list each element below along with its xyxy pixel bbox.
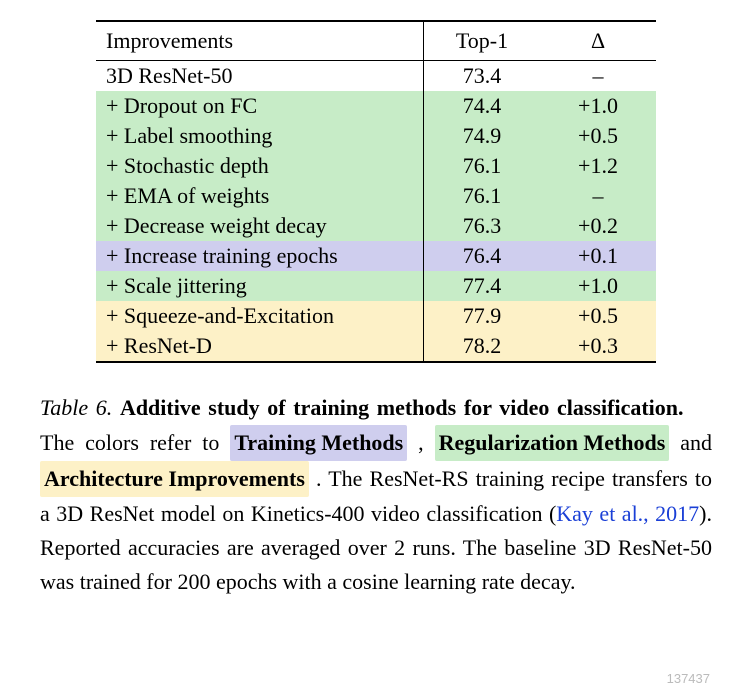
cell-delta: +1.0: [540, 271, 656, 301]
cell-delta: +0.2: [540, 211, 656, 241]
caption-legend-pre: The colors refer to: [40, 430, 219, 455]
cell-improvement: + Squeeze-and-Excitation: [96, 301, 424, 331]
col-header-delta: Δ: [540, 21, 656, 61]
caption-title: Additive study of training methods for v…: [120, 395, 684, 420]
cell-improvement: + Scale jittering: [96, 271, 424, 301]
cell-delta: +1.2: [540, 151, 656, 181]
table-row: + Label smoothing74.9+0.5: [96, 121, 656, 151]
cell-improvement: + Decrease weight decay: [96, 211, 424, 241]
cell-improvement: 3D ResNet-50: [96, 61, 424, 92]
cell-top1: 76.1: [424, 151, 541, 181]
cell-delta: –: [540, 61, 656, 92]
table-row: + Decrease weight decay76.3+0.2: [96, 211, 656, 241]
cell-improvement: + Dropout on FC: [96, 91, 424, 121]
cell-delta: +0.3: [540, 331, 656, 362]
cell-top1: 74.9: [424, 121, 541, 151]
results-table: Improvements Top-1 Δ 3D ResNet-5073.4–+ …: [96, 20, 656, 363]
cell-improvement: + ResNet-D: [96, 331, 424, 362]
caption-number: Table 6.: [40, 395, 112, 420]
table-row: + Squeeze-and-Excitation77.9+0.5: [96, 301, 656, 331]
cell-improvement: + EMA of weights: [96, 181, 424, 211]
watermark-text: 137437: [667, 671, 710, 686]
legend-and: and: [680, 430, 712, 455]
legend-training-methods: Training Methods: [230, 425, 407, 461]
table-caption: Table 6. Additive study of training meth…: [40, 391, 712, 600]
cell-top1: 74.4: [424, 91, 541, 121]
table-row: + Dropout on FC74.4+1.0: [96, 91, 656, 121]
cell-delta: +0.5: [540, 301, 656, 331]
cell-top1: 77.4: [424, 271, 541, 301]
table-row: + EMA of weights76.1–: [96, 181, 656, 211]
cell-top1: 76.1: [424, 181, 541, 211]
cell-top1: 78.2: [424, 331, 541, 362]
col-header-top1: Top-1: [424, 21, 541, 61]
cell-top1: 76.4: [424, 241, 541, 271]
citation[interactable]: Kay et al., 2017: [556, 501, 699, 526]
cell-top1: 76.3: [424, 211, 541, 241]
table-row: + Increase training epochs76.4+0.1: [96, 241, 656, 271]
legend-architecture-improvements: Architecture Improvements: [40, 461, 309, 497]
cell-improvement: + Label smoothing: [96, 121, 424, 151]
col-header-improvements: Improvements: [96, 21, 424, 61]
cell-delta: –: [540, 181, 656, 211]
table-row: 3D ResNet-5073.4–: [96, 61, 656, 92]
cell-delta: +0.1: [540, 241, 656, 271]
table-row: + ResNet-D78.2+0.3: [96, 331, 656, 362]
cell-improvement: + Increase training epochs: [96, 241, 424, 271]
table-row: + Stochastic depth76.1+1.2: [96, 151, 656, 181]
cell-delta: +0.5: [540, 121, 656, 151]
table-header-row: Improvements Top-1 Δ: [96, 21, 656, 61]
table-row: + Scale jittering77.4+1.0: [96, 271, 656, 301]
legend-regularization-methods: Regularization Methods: [435, 425, 670, 461]
cell-top1: 77.9: [424, 301, 541, 331]
cell-delta: +1.0: [540, 91, 656, 121]
table-body: 3D ResNet-5073.4–+ Dropout on FC74.4+1.0…: [96, 61, 656, 363]
cell-top1: 73.4: [424, 61, 541, 92]
cell-improvement: + Stochastic depth: [96, 151, 424, 181]
